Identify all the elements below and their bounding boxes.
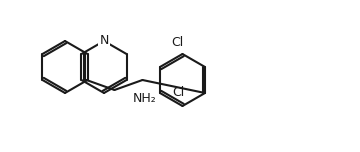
Text: N: N	[99, 35, 109, 47]
Text: NH₂: NH₂	[132, 92, 156, 105]
Text: Cl: Cl	[171, 36, 184, 48]
Text: Cl: Cl	[172, 86, 184, 100]
